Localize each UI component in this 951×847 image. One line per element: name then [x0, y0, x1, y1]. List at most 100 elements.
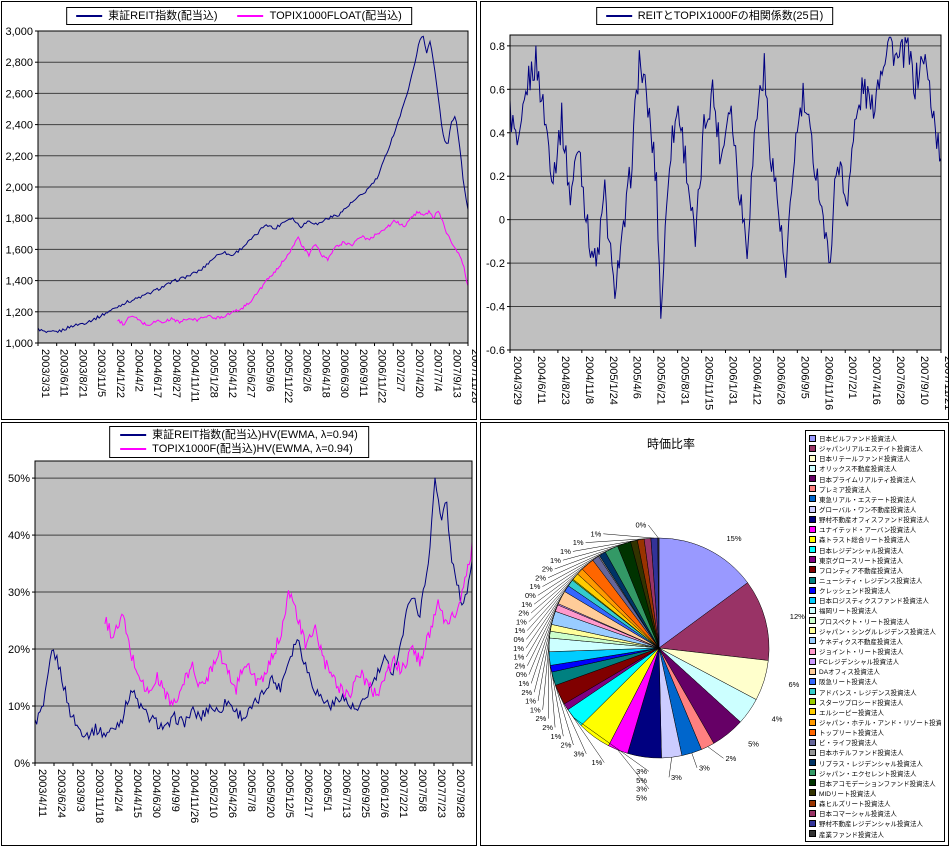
pie-slice-label: 0%: [525, 591, 536, 600]
legend-color-swatch: [809, 505, 816, 513]
pie-legend-label: 日本コマーシャル投資法人: [819, 811, 897, 819]
pie-legend-item: DAオフィス投資法人: [809, 666, 941, 676]
legend-color-swatch: [809, 546, 816, 554]
pie-label-leader: [530, 607, 557, 684]
pie-slice-label: 15%: [727, 534, 742, 543]
legend-color-swatch: [809, 556, 816, 564]
pie-slice-label: 1%: [590, 529, 601, 538]
pie-legend-label: フロンティア不動産投資法人: [819, 567, 904, 575]
x-tick-label: 2003/11/18: [93, 769, 105, 823]
pie-legend-label: ジャパン・エクセレント投資法人: [819, 770, 917, 778]
pie-legend-item: グローバル・ワン不動産投資法人: [809, 504, 941, 514]
x-tick-label: 2006/1/31: [727, 356, 739, 405]
pie-legend-item: ニューシティ・レジデンス投資法人: [809, 575, 941, 585]
correlation-chart-legend: REITとTOPIX1000Fの相関係数(25日): [595, 7, 834, 25]
y-tick-label: 0%: [14, 758, 30, 770]
topix-hv-label: TOPIX1000F(配当込)HV(EWMA, λ=0.94): [152, 443, 353, 455]
pie-legend-item: 日本ホテルファンド投資法人: [809, 747, 941, 757]
pie-legend-label: ユナイテッド・アーバン投資法人: [819, 527, 917, 535]
legend-color-swatch: [809, 525, 816, 533]
pie-label-leader: [528, 604, 559, 675]
pie-legend-item: エルシーピー投資法人: [809, 707, 941, 717]
pie-label-leader: [553, 678, 574, 746]
x-tick-label: 2006/6/26: [774, 356, 786, 405]
pie-legend-label: 日本リテールファンド投資法人: [819, 456, 910, 464]
x-tick-label: 2006/2/6: [301, 349, 313, 392]
x-tick-label: 2006/7/13: [340, 769, 352, 818]
pie-label-leader: [550, 668, 564, 737]
pie-slice-label: 1%: [550, 556, 561, 565]
pie-legend-item: 日本リテールファンド投資法人: [809, 453, 941, 463]
hv-chart-panel: 東証REIT指数(配当込)HV(EWMA, λ=0.94) TOPIX1000F…: [1, 422, 477, 846]
x-tick-label: 2005/9/6: [263, 349, 275, 392]
series-line-1: [117, 209, 469, 326]
x-tick-label: 2005/1/24: [607, 356, 619, 405]
pie-legend-item: ユナイテッド・アーバン投資法人: [809, 524, 941, 534]
pie-legend-label: 野村不動産オフィスファンド投資法人: [819, 517, 930, 525]
legend-color-swatch: [809, 667, 816, 675]
legend-color-swatch: [809, 495, 816, 503]
pie-legend-item: 産業ファンド投資法人: [809, 828, 941, 839]
y-tick-label: 2,800: [5, 57, 33, 69]
series-line-0: [34, 477, 473, 741]
pie-legend-item: ジャパン・シングルレジデンス投資法人: [809, 626, 941, 636]
pie-label-leader: [533, 557, 596, 605]
pie-slice-label: 1%: [513, 644, 524, 653]
x-tick-label: 2007/7/23: [435, 769, 447, 818]
pie-legend-item: 阪急リート投資法人: [809, 676, 941, 686]
y-tick-label: 1,600: [5, 244, 33, 256]
topix-hv-line-sample: [120, 448, 147, 450]
pie-legend-label: 日本レジデンシャル投資法人: [819, 547, 904, 555]
legend-color-swatch: [809, 454, 816, 462]
pie-legend-label: 阪急リート投資法人: [819, 679, 878, 687]
x-tick-label: 2004/11/11: [189, 349, 201, 402]
pie-legend-item: 野村不動産レジデンシャル投資法人: [809, 818, 941, 828]
x-tick-label: 2003/9/3: [74, 769, 86, 812]
pie-chart-panel: 時価比率 15% 12% 6% 4% 5% 2% 3% 3% 5% 3% 5% 3% 1% 3% 2% 1% 2…: [480, 422, 949, 846]
pie-legend-item: ジャパンリアルエステイト投資法人: [809, 443, 941, 453]
pie-label-leader: [573, 717, 650, 772]
pie-slice-label: 5%: [748, 739, 759, 748]
legend-color-swatch: [809, 535, 816, 543]
plot-border: [34, 460, 473, 764]
pie-legend-label: グローバル・ワン不動産投資法人: [819, 507, 917, 515]
x-tick-label: 2006/4/18: [319, 349, 331, 398]
plot-border: [37, 30, 469, 344]
pie-slice-label: 3%: [573, 749, 584, 758]
pie-slice-label: 2%: [521, 688, 532, 697]
pie-legend-label: エルシーピー投資法人: [819, 709, 884, 717]
x-tick-label: 2007/11/21: [942, 356, 948, 410]
correlation-title-label: REITとTOPIX1000Fの相関係数(25日): [637, 10, 824, 22]
x-tick-label: 2005/9/20: [264, 769, 276, 818]
y-tick-label: 50%: [8, 473, 30, 485]
pie-slice-label: 0%: [513, 635, 524, 644]
x-tick-label: 2007/4/20: [413, 349, 425, 398]
x-tick-label: 2007/5/8: [416, 769, 428, 812]
pie-slice: [658, 537, 748, 649]
x-tick-label: 2005/11/15: [703, 356, 715, 410]
x-tick-label: 2005/12/5: [283, 769, 295, 818]
legend-color-swatch: [809, 576, 816, 584]
pie-legend-label: 森ヒルズリート投資法人: [819, 801, 891, 809]
y-tick-label: 0: [499, 215, 505, 227]
x-tick-label: 2005/4/26: [226, 769, 238, 818]
pie-slice-label: 1%: [514, 626, 525, 635]
x-tick-label: 2006/9/11: [357, 349, 369, 397]
legend-color-swatch: [809, 799, 816, 807]
pie-legend-label: MIDリート投資法人: [819, 790, 877, 798]
x-tick-label: 2004/3/29: [511, 356, 523, 405]
pie-slice-label: 3%: [636, 767, 647, 776]
legend-color-swatch: [809, 434, 816, 442]
pie-label-leader: [554, 543, 625, 570]
y-tick-label: 1,200: [5, 307, 33, 319]
pie-slice-label: 3%: [636, 785, 647, 794]
x-tick-label: 2005/11/22: [282, 349, 294, 403]
legend-entry-correlation: REITとTOPIX1000Fの相関係数(25日): [605, 9, 824, 23]
x-tick-label: 2006/11/22: [376, 349, 388, 403]
pie-label-leader: [585, 538, 648, 543]
series-line-0: [37, 35, 469, 334]
pie-legend-item: ジャパン・エクセレント投資法人: [809, 768, 941, 778]
pie-slice-label: 0%: [516, 670, 527, 679]
pie-legend-label: 日本ホテルファンド投資法人: [819, 750, 904, 758]
